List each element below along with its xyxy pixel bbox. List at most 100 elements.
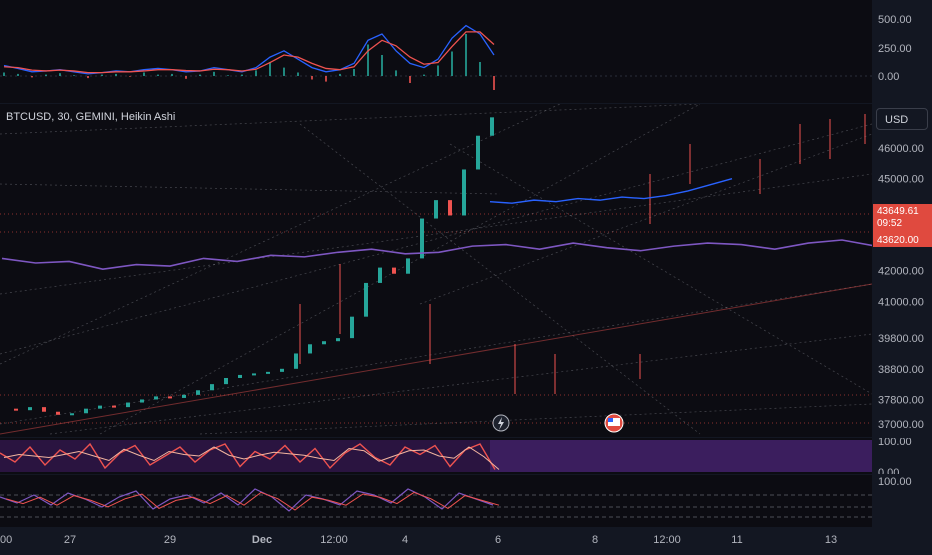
oscillator-bottom-axis: 100.00 <box>872 475 932 527</box>
histogram-bar <box>269 62 271 76</box>
histogram-bar <box>381 55 383 76</box>
stochastic-tick: 0.00 <box>878 467 899 474</box>
stochastic-axis: 100.00 0.00 <box>872 436 932 479</box>
candle <box>182 394 186 398</box>
histogram-bar <box>325 76 327 82</box>
histogram-bar <box>171 73 173 76</box>
oscillator-pane-bottom[interactable] <box>0 475 872 527</box>
time-tick: 00 <box>0 534 12 546</box>
candle <box>490 117 494 136</box>
comparison-line-blue <box>489 177 733 204</box>
histogram-bar <box>437 65 439 76</box>
lightning-icon <box>492 414 510 432</box>
trend-line <box>0 283 873 435</box>
oscillator-pane-top[interactable] <box>0 0 872 103</box>
price-pane[interactable] <box>0 103 932 437</box>
candle <box>420 218 424 259</box>
histogram-bar <box>395 70 397 76</box>
candle <box>28 407 32 411</box>
histogram-bar <box>241 74 243 76</box>
oscillator-bottom-tick: 100.00 <box>878 476 912 488</box>
candle <box>210 384 214 391</box>
histogram-bar <box>213 71 215 76</box>
candle <box>434 200 438 219</box>
oscillator-top-axis: 500.00 250.00 0.00 <box>872 0 932 103</box>
time-tick: 12:00 <box>653 534 681 546</box>
price-tick: 45000.00 <box>878 174 924 186</box>
histogram-bar <box>45 74 47 76</box>
candle <box>70 413 74 416</box>
trend-line <box>299 123 701 435</box>
flag-icon <box>604 413 624 433</box>
time-axis[interactable]: 00 27 29 Dec 12:00 4 6 8 12:00 11 13 <box>0 528 932 550</box>
histogram-bar <box>59 73 61 76</box>
trend-line <box>99 103 701 435</box>
histogram-bar <box>409 76 411 83</box>
price-tick: 39800.00 <box>878 333 924 345</box>
histogram-bar <box>255 70 257 76</box>
histogram-bar <box>101 74 103 76</box>
price-axis[interactable]: 46000.0045000.0044000.0042000.0041000.00… <box>872 104 932 437</box>
stochastic-pane[interactable] <box>0 438 872 474</box>
trend-line <box>0 123 873 355</box>
histogram-bar <box>311 76 313 80</box>
candle <box>112 405 116 408</box>
trend-line <box>0 173 873 295</box>
histogram-bar <box>353 69 355 76</box>
oscillator-top-tick: 500.00 <box>878 14 912 26</box>
symbol-label[interactable]: BTCUSD, 30, GEMINI, Heikin Ashi <box>6 111 176 123</box>
stochastic-tick: 100.00 <box>878 438 912 448</box>
macd-line <box>3 24 495 75</box>
trend-line <box>0 183 501 195</box>
histogram-bar <box>31 76 33 78</box>
candle <box>378 267 382 283</box>
histogram-bar <box>3 72 5 76</box>
oscillator-top-svg <box>0 24 872 90</box>
oscillator-signal <box>5 491 500 511</box>
candle <box>462 169 466 216</box>
countdown-value: 09:52 <box>877 218 903 229</box>
price-chart-svg <box>0 103 932 435</box>
histogram-bar <box>283 67 285 76</box>
histogram-bar <box>423 74 425 76</box>
candle <box>42 407 46 412</box>
currency-button[interactable]: USD <box>876 108 928 130</box>
time-tick: 6 <box>495 534 501 546</box>
oscillator-top-tick: 250.00 <box>878 43 912 55</box>
time-tick: 29 <box>164 534 176 546</box>
candle <box>196 390 200 395</box>
candle <box>280 368 284 372</box>
trend-line <box>419 133 873 305</box>
price-tick: 38800.00 <box>878 364 924 376</box>
price-tick: 41000.00 <box>878 296 924 308</box>
oscillator-top-tick: 0.00 <box>878 71 899 83</box>
histogram-bar <box>17 73 19 76</box>
candle <box>140 399 144 403</box>
oscillator-bottom-svg <box>0 488 872 518</box>
candle <box>266 371 270 374</box>
histogram-bar <box>367 44 369 76</box>
candle <box>126 402 130 408</box>
candle <box>252 373 256 376</box>
candle <box>14 408 18 411</box>
candle <box>294 353 298 369</box>
candle <box>308 344 312 354</box>
candle <box>98 405 102 409</box>
candle <box>476 135 480 170</box>
histogram-bar <box>227 75 229 76</box>
candle <box>84 408 88 414</box>
histogram-bar <box>339 73 341 76</box>
histogram-bar <box>87 76 89 79</box>
histogram-bar <box>73 75 75 76</box>
trend-line <box>449 143 873 395</box>
time-tick: 4 <box>402 534 408 546</box>
candle <box>154 396 158 400</box>
histogram-bar <box>199 74 201 76</box>
time-tick: 12:00 <box>320 534 348 546</box>
price-tick: 37000.00 <box>878 419 924 431</box>
time-tick: 27 <box>64 534 76 546</box>
candle <box>350 316 354 339</box>
histogram-bar <box>143 72 145 76</box>
trend-line <box>49 333 873 435</box>
trend-line <box>0 103 701 135</box>
